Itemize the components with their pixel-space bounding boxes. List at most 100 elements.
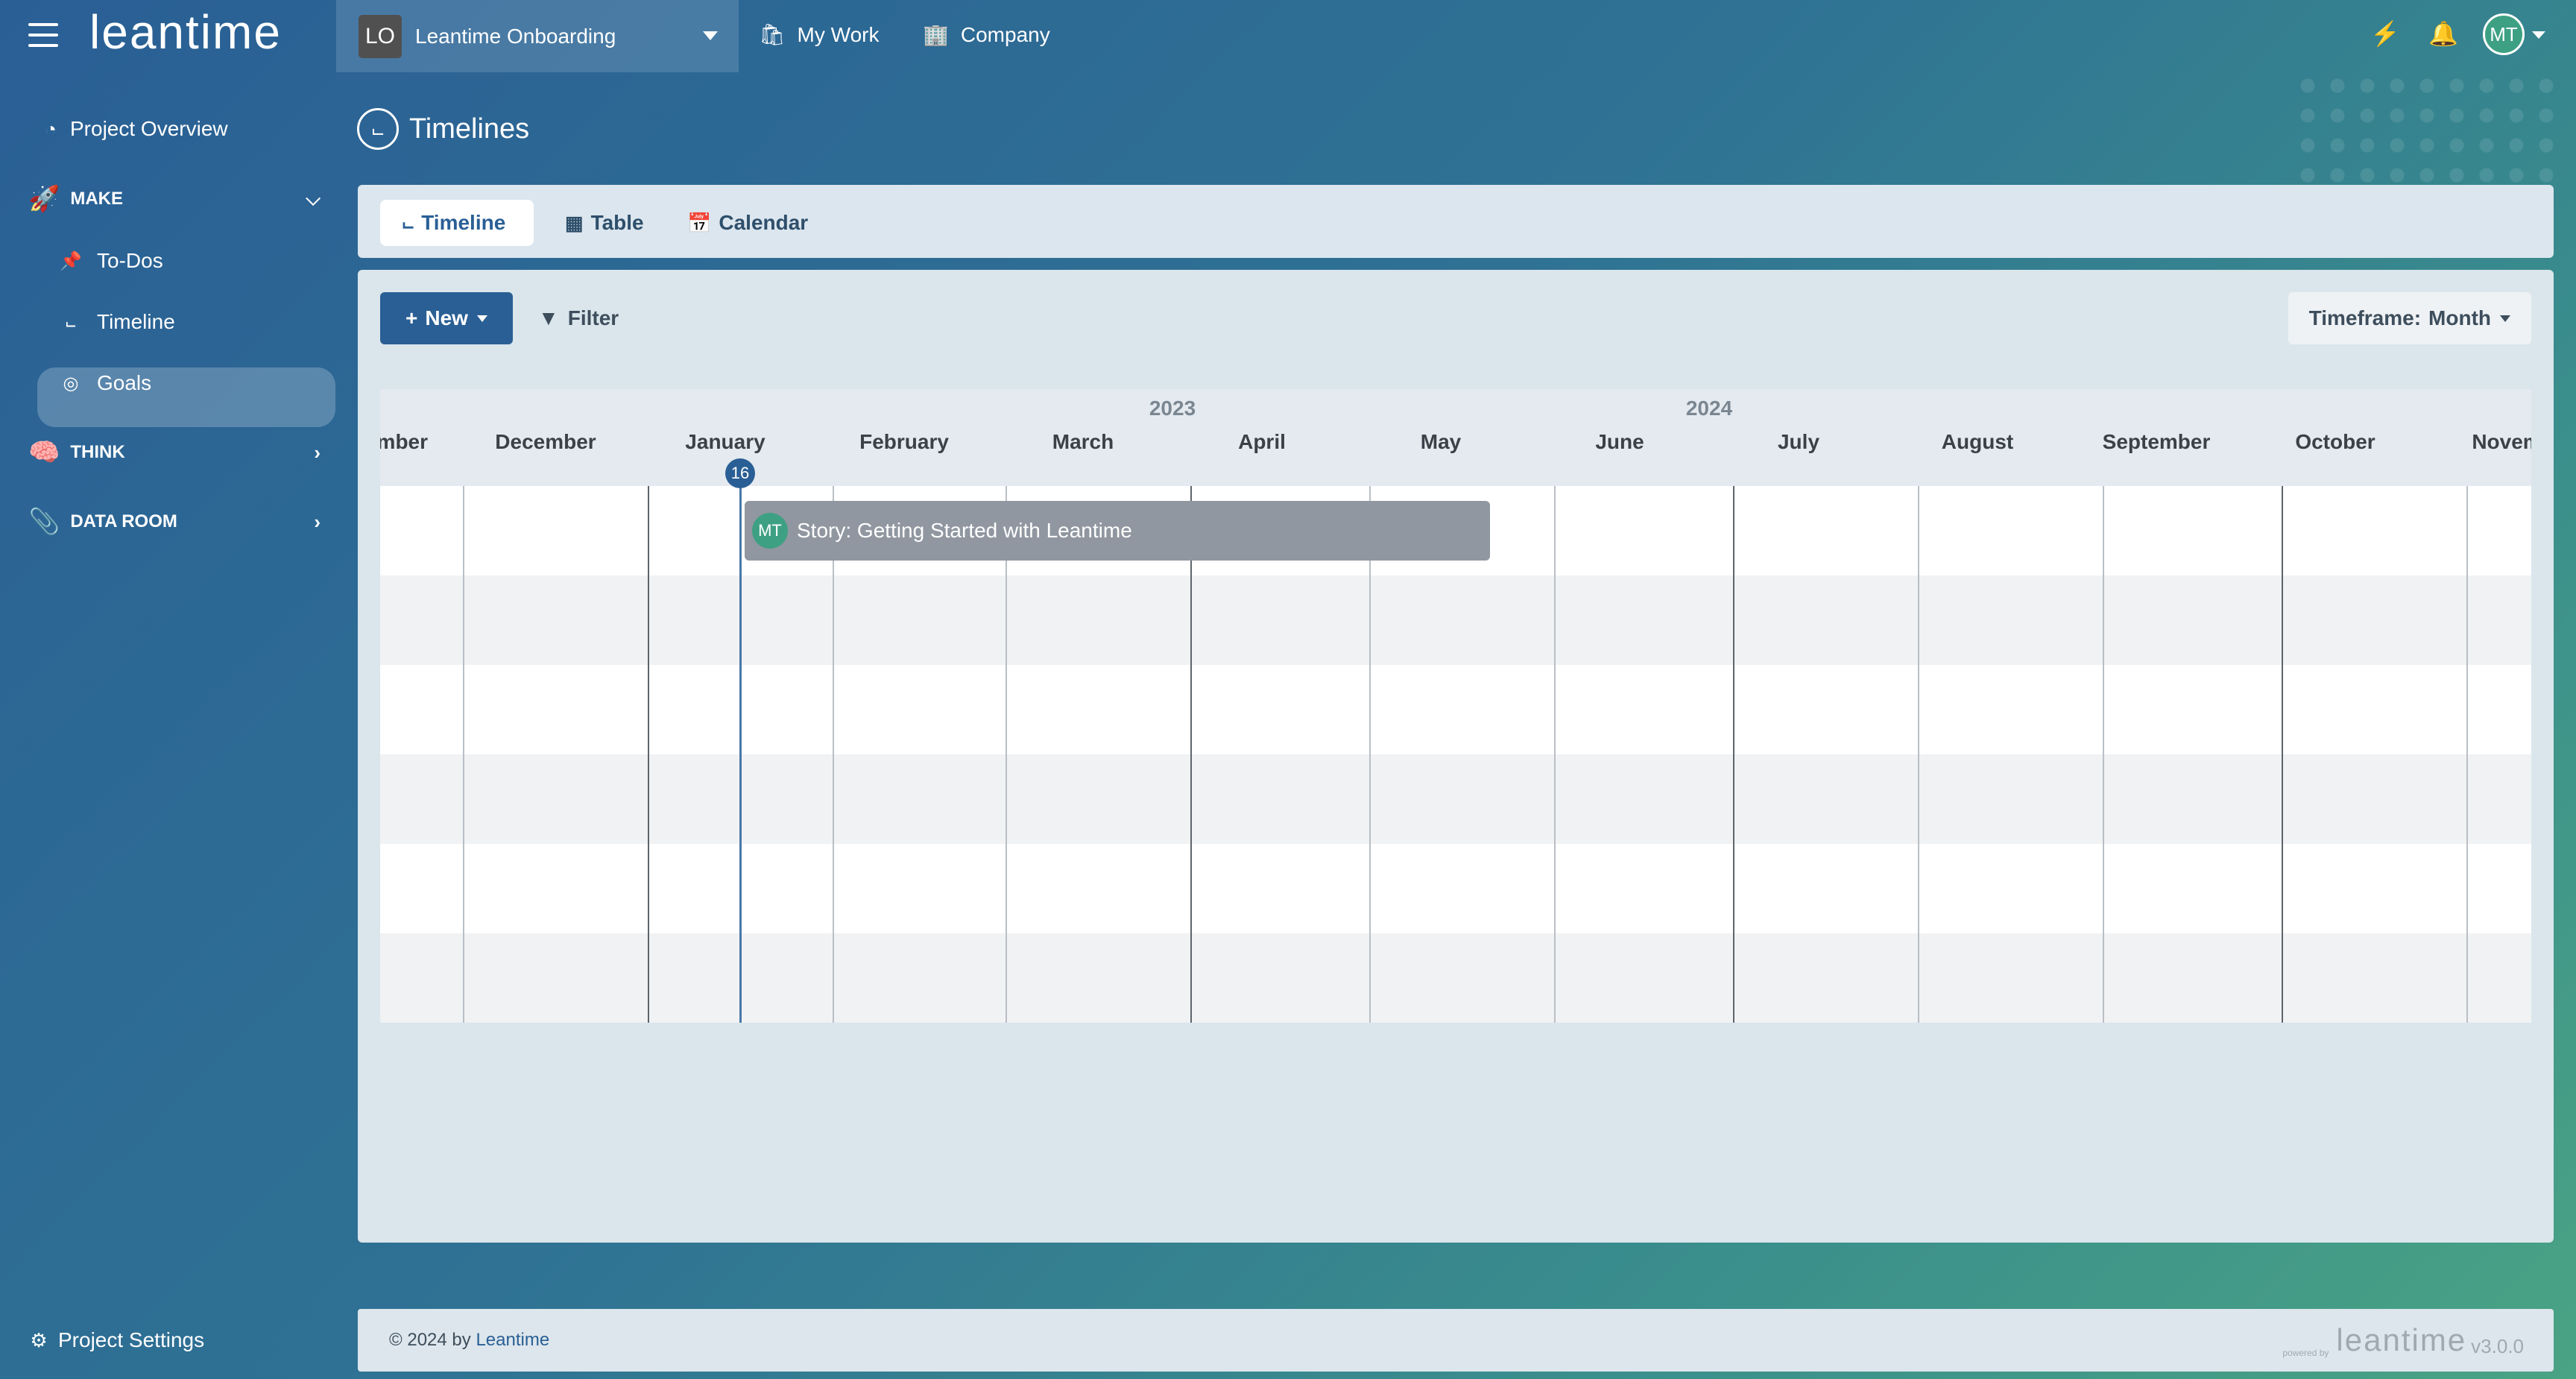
table-icon: ▦	[565, 211, 584, 234]
year-label: 2023	[1149, 397, 1196, 420]
timeline-panel: + New ▼ Filter Timeframe: Month 2023 202…	[358, 270, 2554, 1243]
sidebar-section-make[interactable]: 🚀 MAKE ⌵	[28, 184, 321, 214]
month-label: January	[685, 430, 765, 453]
top-navigation-bar: leantime LO Leantime Onboarding 🛍 My Wor…	[0, 0, 2576, 72]
sidebar-item-project-settings[interactable]: ⚙ Project Settings	[25, 1328, 204, 1352]
nav-company[interactable]: 🏢 Company	[923, 22, 1050, 47]
gantt-row	[380, 665, 2531, 754]
nav-my-work-label: My Work	[797, 22, 880, 46]
sidebar-section-think[interactable]: 🧠 THINK ›	[28, 438, 321, 467]
gantt-row	[380, 754, 2531, 844]
grid-line	[2282, 486, 2283, 1023]
sidebar-item-label: To-Dos	[97, 249, 163, 272]
rocket-icon: 🚀	[28, 185, 60, 213]
paperclip-icon: 📎	[28, 508, 60, 536]
project-avatar: LO	[359, 14, 402, 58]
month-label: June	[1595, 430, 1644, 453]
building-icon: 🏢	[923, 23, 949, 46]
hamburger-menu-icon[interactable]	[28, 23, 58, 48]
grid-line	[1190, 486, 1192, 1023]
timeline-item-label: Story: Getting Started with Leantime	[797, 519, 1132, 542]
gantt-row	[380, 575, 2531, 665]
leantime-logo[interactable]: leantime	[89, 5, 282, 59]
tab-table[interactable]: ▦ Table	[543, 200, 666, 246]
sidebar-item-label: Project Overview	[70, 117, 228, 140]
tab-calendar[interactable]: 📅 Calendar	[665, 200, 830, 246]
page-title: Timelines	[409, 113, 530, 145]
new-button[interactable]: + New	[380, 292, 513, 344]
filter-button[interactable]: ▼ Filter	[538, 292, 619, 344]
copyright-text: © 2024 by	[389, 1330, 471, 1350]
timeframe-value: Month	[2428, 306, 2491, 329]
grid-line	[1918, 486, 1919, 1023]
tab-timeline[interactable]: ⨽ Timeline	[380, 200, 534, 246]
project-switcher[interactable]: LO Leantime Onboarding	[336, 0, 739, 72]
new-button-label: New	[425, 306, 468, 329]
footer-copyright: © 2024 by Leantime	[389, 1330, 549, 1351]
lightning-icon[interactable]: ⚡	[2370, 20, 2400, 47]
powered-by: powered by leantime v3.0.0	[2282, 1322, 2524, 1358]
gantt-row	[380, 844, 2531, 933]
chart-line-icon: ⨽	[65, 312, 77, 332]
gantt-chart: 2023 2024 ember December January Februar…	[380, 389, 2531, 1023]
month-label: December	[495, 430, 596, 453]
version-text: v3.0.0	[2471, 1335, 2524, 1357]
month-label: August	[1941, 430, 2014, 453]
caret-down-icon	[476, 315, 487, 322]
chevron-right-icon: ›	[314, 441, 321, 464]
month-label: July	[1777, 430, 1820, 453]
chart-line-icon: ⨽	[402, 211, 414, 233]
month-label: October	[2295, 430, 2375, 453]
grid-line	[1006, 486, 1007, 1023]
timeframe-dropdown[interactable]: Timeframe: Month	[2288, 292, 2531, 344]
bell-icon[interactable]: 🔔	[2428, 20, 2458, 47]
month-label: March	[1052, 430, 1114, 453]
tab-label: Table	[590, 211, 644, 234]
footer-logo: leantime	[2336, 1322, 2467, 1357]
user-avatar[interactable]: MT	[2483, 13, 2525, 55]
timeframe-label: Timeframe:	[2308, 306, 2422, 329]
grid-line	[2466, 486, 2468, 1023]
sidebar-section-label: DATA ROOM	[70, 511, 177, 531]
timeline-item-bar[interactable]: MT Story: Getting Started with Leantime	[745, 501, 1490, 561]
gauge-icon: ◔	[45, 117, 57, 140]
sidebar-item-todos[interactable]: 📌 To-Dos	[60, 249, 163, 273]
nav-my-work[interactable]: 🛍 My Work	[759, 22, 879, 47]
today-badge: 16	[725, 458, 755, 488]
grid-line	[833, 486, 834, 1023]
caret-down-icon[interactable]	[2532, 31, 2545, 39]
month-label: May	[1420, 430, 1462, 453]
page-header: ⨽ Timelines	[357, 108, 529, 150]
caret-down-icon	[2500, 315, 2510, 322]
chart-line-icon: ⨽	[357, 108, 399, 150]
sidebar-item-goals[interactable]: ◎ Goals	[60, 371, 152, 395]
pin-icon: 📌	[60, 250, 82, 271]
brain-icon: 🧠	[28, 438, 60, 467]
tab-label: Calendar	[719, 211, 809, 234]
chevron-down-icon: ⌵	[306, 187, 321, 209]
sidebar-item-label: Timeline	[97, 310, 175, 333]
sidebar-item-project-overview[interactable]: ◔ Project Overview	[37, 117, 228, 141]
grid-line	[1554, 486, 1556, 1023]
view-tabs: ⨽ Timeline ▦ Table 📅 Calendar	[358, 185, 2554, 258]
chevron-right-icon: ›	[314, 510, 321, 533]
month-label: Novem	[2472, 430, 2531, 453]
tab-label: Timeline	[421, 211, 506, 234]
grid-line	[2103, 486, 2104, 1023]
filter-button-label: Filter	[567, 306, 619, 329]
calendar-icon: 📅	[687, 211, 712, 234]
nav-company-label: Company	[960, 22, 1050, 46]
sidebar: ◔ Project Overview 🚀 MAKE ⌵ 📌 To-Dos ⨽ T…	[0, 72, 343, 1379]
sidebar-section-label: THINK	[70, 442, 125, 462]
sidebar-item-timeline[interactable]: ⨽ Timeline	[60, 310, 175, 334]
gear-icon: ⚙	[30, 1328, 48, 1351]
target-icon: ◎	[63, 373, 79, 394]
sidebar-item-label: Goals	[97, 371, 152, 394]
month-label: February	[859, 430, 949, 453]
grid-line	[1369, 486, 1371, 1023]
month-label: September	[2102, 430, 2211, 453]
grid-line	[648, 486, 649, 1023]
leantime-link[interactable]: Leantime	[476, 1330, 550, 1350]
sidebar-section-data-room[interactable]: 📎 DATA ROOM ›	[28, 507, 321, 537]
powered-by-text: powered by	[2282, 1348, 2329, 1358]
